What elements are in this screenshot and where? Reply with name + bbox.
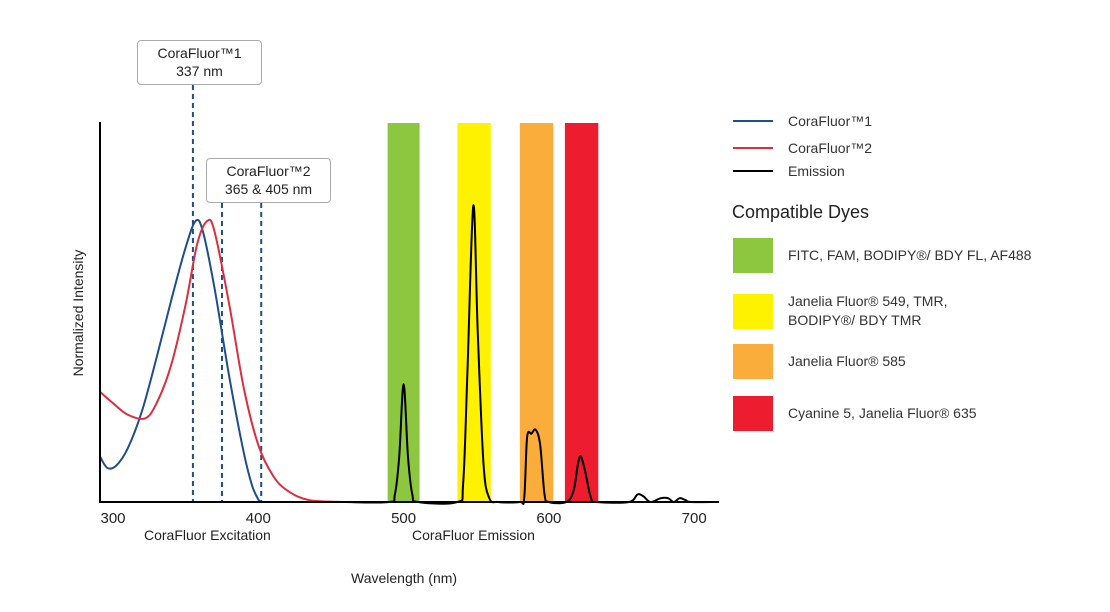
legend-label: CoraFluor™1 (788, 113, 873, 129)
swatch-red (733, 396, 773, 431)
callout-corafluor2: CoraFluor™2 365 & 405 nm (206, 158, 331, 203)
x-tick-label: 300 (100, 510, 125, 527)
x-tick-label: 400 (246, 510, 271, 527)
section-label-emission: CoraFluor Emission (412, 527, 535, 543)
callout-corafluor1-wavelength: 337 nm (176, 63, 223, 79)
dye-label: Janelia Fluor® 549, TMR, BODIPY®/ BDY TM… (788, 293, 948, 328)
x-tick-label: 600 (536, 510, 561, 527)
dyes-title: Compatible Dyes (732, 202, 870, 222)
x-axis-label: Wavelength (nm) (351, 570, 458, 586)
callout-corafluor2-wavelength: 365 & 405 nm (224, 181, 313, 197)
legend-line-black (733, 170, 773, 172)
legend-corafluor2: CoraFluor™2 (733, 140, 872, 156)
series-line-1 (99, 218, 346, 503)
swatch-orange (733, 344, 773, 379)
legend-line-red (733, 147, 773, 149)
dye-row-orange: Janelia Fluor® 585 (733, 344, 906, 379)
callout-corafluor2-name: CoraFluor™2 (226, 163, 311, 179)
section-label-excitation: CoraFluor Excitation (144, 527, 271, 543)
dye-row-yellow: Janelia Fluor® 549, TMR, BODIPY®/ BDY TM… (733, 292, 947, 330)
dye-label: FITC, FAM, BODIPY®/ BDY FL, AF488 (788, 247, 1032, 263)
dye-band-0 (387, 123, 420, 502)
dye-row-green: FITC, FAM, BODIPY®/ BDY FL, AF488 (733, 238, 1031, 273)
legend-corafluor1: CoraFluor™1 (733, 113, 872, 129)
x-tick-label: 500 (391, 510, 416, 527)
swatch-yellow (733, 293, 773, 329)
legend-label: Emission (788, 163, 845, 179)
legend-label: CoraFluor™2 (788, 140, 873, 156)
dye-band-2 (519, 123, 554, 502)
dye-label: Janelia Fluor® 585 (788, 353, 906, 369)
series-line-0 (99, 218, 261, 503)
legend-emission: Emission (733, 163, 845, 179)
callout-corafluor1-name: CoraFluor™1 (157, 45, 242, 61)
dye-row-red: Cyanine 5, Janelia Fluor® 635 (733, 396, 977, 431)
legend-line-blue (733, 120, 773, 122)
swatch-green (733, 238, 773, 273)
dye-label: Cyanine 5, Janelia Fluor® 635 (788, 405, 977, 421)
x-tick-label: 700 (682, 510, 707, 527)
y-axis-label: Normalized Intensity (70, 249, 86, 377)
dye-band-1 (457, 123, 491, 502)
dye-band-3 (564, 123, 599, 502)
callout-corafluor1: CoraFluor™1 337 nm (137, 40, 262, 85)
